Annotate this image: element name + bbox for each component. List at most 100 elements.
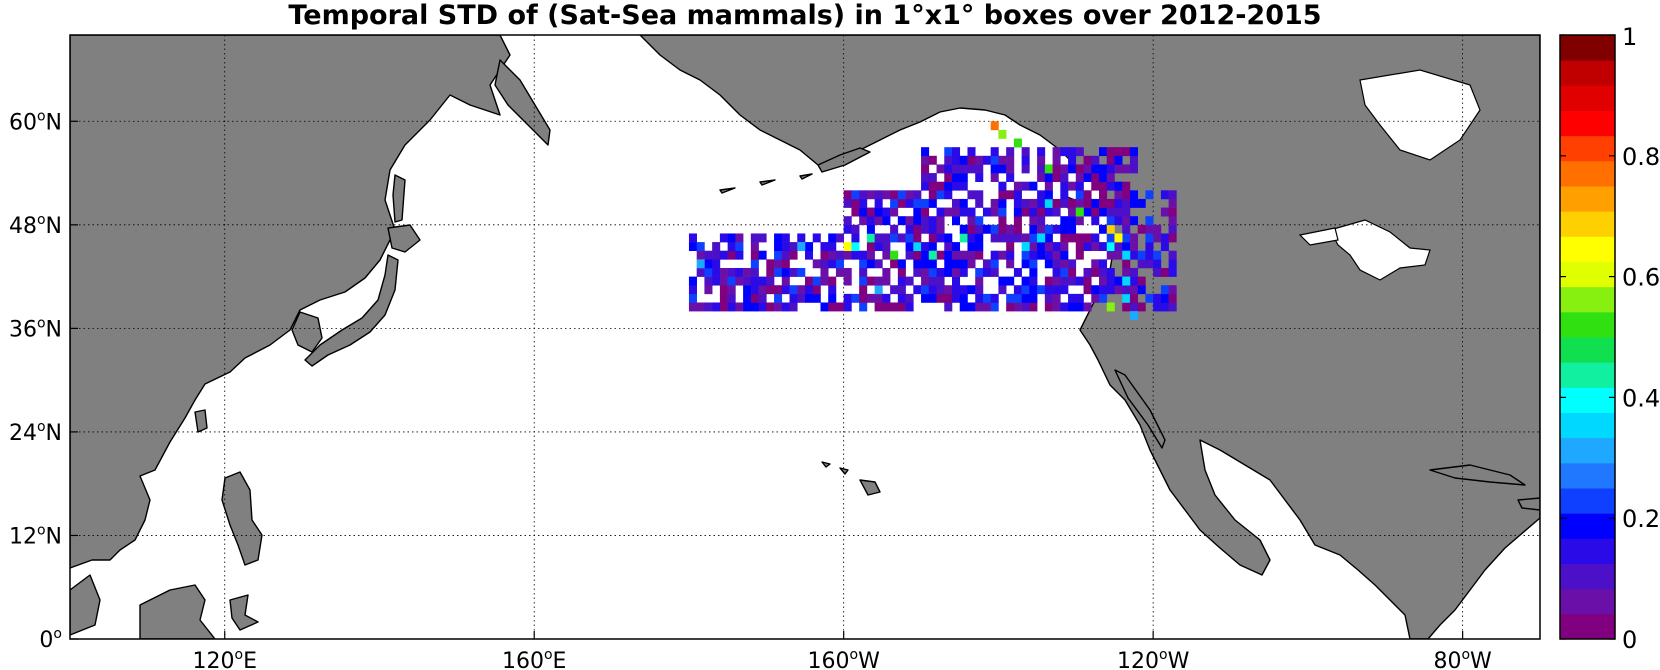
heatmap-cell	[1168, 250, 1177, 260]
heatmap-cell	[866, 242, 875, 252]
heatmap-cell	[774, 285, 783, 295]
heatmap-cell	[866, 293, 875, 303]
heatmap-cell	[766, 285, 775, 295]
heatmap-cell	[1083, 173, 1092, 182]
heatmap-cell	[1075, 242, 1084, 252]
heatmap-cell	[1137, 198, 1146, 208]
heatmap-cell	[905, 216, 914, 226]
heatmap-cell	[1075, 198, 1084, 208]
heatmap-cell	[921, 285, 930, 295]
heatmap-cell	[1060, 276, 1069, 286]
map-frame	[69, 34, 1541, 640]
heatmap-cell	[975, 198, 984, 208]
heatmap-cell	[882, 250, 891, 260]
heatmap-cell	[1099, 259, 1108, 269]
heatmap-cell	[781, 285, 790, 295]
heatmap-cell	[1068, 147, 1077, 157]
colorbar-segment	[1560, 488, 1615, 514]
colorbar-segment	[1560, 35, 1615, 61]
heatmap-cell	[820, 276, 829, 286]
heatmap-cell	[882, 216, 891, 226]
heatmap-cell	[921, 207, 930, 217]
heatmap-cell	[704, 250, 713, 260]
heatmap-cell	[1122, 250, 1131, 260]
heatmap-cell	[1122, 216, 1131, 226]
x-tick-label: 160oE	[502, 647, 566, 670]
heatmap-cell	[750, 276, 759, 286]
heatmap-cell	[1037, 285, 1046, 295]
lake-superior-lakes	[1298, 227, 1339, 246]
heatmap-cell	[1068, 302, 1077, 312]
heatmap-cell	[1013, 198, 1022, 208]
heatmap-cell	[921, 198, 930, 208]
heatmap-cell	[1029, 259, 1038, 269]
heatmap-cell	[851, 233, 860, 243]
colorbar-tick-label: 0.2	[1622, 505, 1660, 533]
heatmap-cell	[1006, 250, 1015, 260]
heatmap-cell	[905, 293, 914, 303]
heatmap-cell	[1083, 276, 1092, 286]
heatmap-cell	[750, 285, 759, 295]
heatmap-cell	[1129, 233, 1138, 243]
heatmap-cell	[1122, 224, 1131, 234]
heatmap-cell	[843, 276, 852, 286]
heatmap-cell	[990, 293, 999, 303]
colorbar-segment	[1560, 211, 1615, 237]
heatmap-cell	[1129, 302, 1138, 312]
heatmap-cell	[982, 207, 991, 217]
heatmap-cell	[1153, 259, 1162, 269]
heatmap-cell	[952, 285, 961, 295]
lake-great-lakes	[1329, 219, 1431, 281]
colorbar-tick-label: 0.8	[1622, 143, 1660, 171]
heatmap-cell	[1106, 276, 1115, 286]
heatmap-cell	[1106, 147, 1115, 157]
heatmap-cell	[789, 267, 798, 277]
heatmap-cell	[1044, 181, 1053, 191]
heatmap-cell	[921, 259, 930, 269]
heatmap-cell	[897, 233, 906, 243]
heatmap-cell	[1075, 233, 1084, 243]
heatmap-cell	[1114, 285, 1123, 295]
heatmap-cell	[913, 250, 922, 260]
heatmap-cell	[1006, 190, 1015, 200]
heatmap-cell	[812, 233, 821, 243]
heatmap-cell	[766, 276, 775, 286]
heatmap-cell	[952, 207, 961, 217]
heatmap-cell	[1052, 302, 1061, 312]
heatmap-cell	[944, 190, 953, 200]
heatmap-cell	[975, 155, 984, 165]
heatmap-cell	[998, 198, 1007, 208]
heatmap-cell	[967, 259, 976, 269]
heatmap-cell	[921, 276, 930, 286]
heatmap-cell	[859, 293, 868, 303]
heatmap-cell	[712, 259, 721, 269]
heatmap-cell	[1021, 285, 1030, 295]
heatmap-cell	[727, 233, 736, 243]
heatmap-cell	[1006, 233, 1015, 243]
heatmap-cell	[859, 190, 868, 200]
heatmap-cell	[1114, 155, 1123, 165]
heatmap-cell	[897, 198, 906, 208]
heatmap-cell	[1099, 147, 1108, 157]
heatmap-cell	[882, 293, 891, 303]
heatmap-cell	[1122, 285, 1131, 295]
heatmap-cell	[905, 224, 914, 234]
heatmap-cell	[1021, 207, 1030, 217]
heatmap-cell	[1122, 233, 1131, 243]
heatmap-cell	[944, 233, 953, 243]
heatmap-cell	[921, 293, 930, 303]
heatmap-cell	[1060, 173, 1069, 182]
heatmap-cell	[843, 190, 852, 200]
heatmap-cell	[1052, 276, 1061, 286]
heatmap-cell	[936, 276, 945, 286]
heatmap-cell	[1021, 276, 1030, 286]
heatmap-cell	[688, 276, 697, 286]
heatmap-cell	[952, 242, 961, 252]
heatmap-cell	[851, 190, 860, 200]
heatmap-cell	[1129, 311, 1138, 321]
map-area	[70, 35, 1540, 639]
heatmap-cell	[1037, 233, 1046, 243]
heatmap-cell	[936, 216, 945, 226]
heatmap-cell	[967, 155, 976, 165]
heatmap-cell	[959, 259, 968, 269]
